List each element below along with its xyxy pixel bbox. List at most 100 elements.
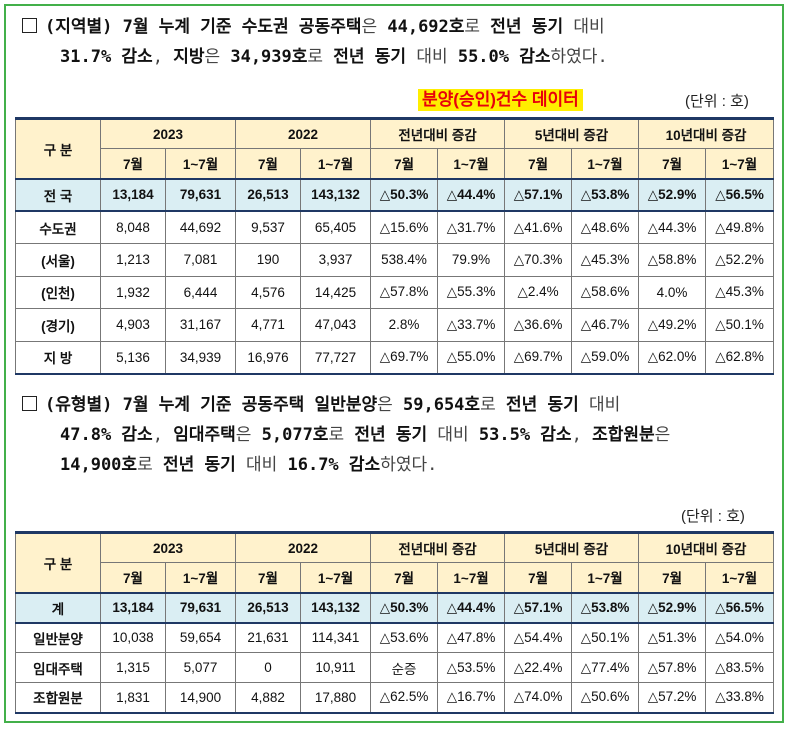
table-cell: △62.5%	[370, 682, 439, 713]
header-2023: 2023	[99, 532, 237, 563]
table-cell: △56.5%	[705, 591, 775, 624]
table-cell: 13,184	[100, 591, 166, 624]
table-cell: △57.2%	[638, 682, 707, 713]
text-segment: 대비	[573, 17, 605, 37]
table-cell: 31,167	[164, 308, 237, 342]
table-cell: △48.6%	[571, 210, 640, 244]
sub-header: 7월	[638, 562, 707, 593]
header-5y: 5년대비 증감	[504, 532, 640, 563]
table-cell: 10,911	[300, 652, 372, 683]
table-cell: △49.8%	[705, 210, 775, 244]
text-segment: 대비	[245, 455, 288, 475]
table-cell: 538.4%	[370, 243, 439, 277]
table-cell: 14,900	[164, 682, 237, 713]
table-cell: △54.0%	[705, 622, 775, 653]
table-cell: 2.8%	[370, 308, 439, 342]
text-segment: 은	[377, 395, 403, 415]
table-cell: 65,405	[300, 210, 372, 244]
unit-label: (단위 : 호)	[685, 93, 749, 110]
section2-line1-text: (유형별) 7월 누계 기준 공동주택 일반분양은 59,654호로 전년 동기…	[45, 395, 620, 415]
table-cell: 8,048	[100, 210, 166, 244]
sub-header: 7월	[370, 148, 439, 179]
table-cell: 79,631	[164, 591, 237, 624]
sub-header: 7월	[100, 148, 166, 179]
table-cell: △45.3%	[705, 275, 775, 309]
checkbox-bullet-icon	[22, 18, 37, 33]
text-segment: 34,939호	[230, 47, 308, 67]
text-segment: 로	[328, 425, 355, 445]
sub-header: 7월	[504, 562, 573, 593]
sub-header: 1~7월	[437, 148, 506, 179]
table-cell: 143,132	[300, 591, 372, 624]
table-row: (서울) 1,213 7,081 190 3,937 538.4% 79.9% △70.3% △…	[15, 243, 775, 277]
text-segment: 14,900호	[60, 455, 138, 475]
table-cell: △41.6%	[504, 210, 573, 244]
table-cell: △53.8%	[571, 591, 640, 624]
table-cell: △51.3%	[638, 622, 707, 653]
sub-header: 1~7월	[705, 562, 775, 593]
section2-line1: (유형별) 7월 누계 기준 공동주택 일반분양은 59,654호로 전년 동기…	[22, 390, 772, 420]
table-row: 임대주택 1,315 5,077 0 10,911 순증 △53.5% △22.4% △77.4…	[15, 652, 775, 683]
sub-header: 7월	[100, 562, 166, 593]
section1-line1-text: (지역별) 7월 누계 기준 수도권 공동주택은 44,692호로 전년 동기 …	[45, 17, 605, 37]
text-segment: 은	[204, 47, 231, 67]
header-10y: 10년대비 증감	[638, 532, 775, 563]
table-cell: △77.4%	[571, 652, 640, 683]
text-segment: 조합원분	[592, 425, 655, 445]
text-segment: 전년 동기	[333, 47, 417, 67]
header-5y: 5년대비 증감	[504, 118, 640, 149]
text-segment: 하였다.	[380, 455, 438, 475]
row-label: 일반분양	[15, 622, 101, 653]
text-segment: ,	[152, 425, 174, 445]
table-cell: △57.8%	[638, 652, 707, 683]
text-segment: 31.7% 감소	[60, 47, 153, 67]
row-label: 계	[15, 591, 101, 624]
header-row-2: 7월 1~7월 7월 1~7월 7월 1~7월 7월 1~7월 7월 1~7월	[16, 148, 775, 179]
table-cell: 4,882	[235, 682, 302, 713]
sub-header: 7월	[638, 148, 707, 179]
row-label: (서울)	[15, 243, 101, 277]
table-cell: △54.4%	[504, 622, 573, 653]
header-category: 구 분	[15, 118, 101, 179]
text-segment: 전년 동기	[354, 425, 438, 445]
section2-line3: 14,900호로 전년 동기 대비 16.7% 감소하였다.	[22, 450, 772, 480]
total-row: 전 국 13,184 79,631 26,513 143,132 △50.3% △44.4%…	[15, 177, 775, 212]
table-cell: △2.4%	[504, 275, 573, 309]
text-segment: 로	[464, 17, 491, 37]
text-segment: 은	[235, 425, 262, 445]
table-cell: 47,043	[300, 308, 372, 342]
table-cell: △83.5%	[705, 652, 775, 683]
table-cell: △44.4%	[437, 591, 506, 624]
table-cell: 1,213	[100, 243, 166, 277]
row-label: 수도권	[15, 210, 101, 244]
text-segment: 전년 동기	[162, 455, 246, 475]
table-cell: 77,727	[300, 340, 372, 374]
table-cell: 44,692	[164, 210, 237, 244]
header-category: 구 분	[15, 532, 101, 593]
text-segment: 임대주택	[173, 425, 236, 445]
header-yoy: 전년대비 증감	[370, 532, 506, 563]
sub-header: 1~7월	[164, 562, 237, 593]
table-cell: 5,136	[100, 340, 166, 374]
sub-header: 1~7월	[437, 562, 506, 593]
table-row: 일반분양 10,038 59,654 21,631 114,341 △53.6% △47.8…	[15, 622, 775, 653]
table-cell: △33.8%	[705, 682, 775, 713]
table-cell: 4,903	[100, 308, 166, 342]
table-cell: 26,513	[235, 591, 302, 624]
table-cell: △53.8%	[571, 177, 640, 212]
table-cell: 79.9%	[437, 243, 506, 277]
section1-line1: (지역별) 7월 누계 기준 수도권 공동주택은 44,692호로 전년 동기 …	[22, 12, 772, 42]
table-cell: △58.8%	[638, 243, 707, 277]
highlight-title: 분양(승인)건수 데이터	[418, 89, 583, 111]
text-segment: 5,077호	[261, 425, 329, 445]
table-cell: △57.1%	[504, 591, 573, 624]
text-segment: 전년 동기	[490, 17, 574, 37]
text-segment: 대비	[416, 47, 458, 67]
text-segment: 지방	[173, 47, 205, 67]
table-cell: △57.1%	[504, 177, 573, 212]
table-cell: △44.4%	[437, 177, 506, 212]
table-cell: 14,425	[300, 275, 372, 309]
header-yoy: 전년대비 증감	[370, 118, 506, 149]
text-segment: 은	[654, 425, 671, 445]
table-cell: △53.5%	[437, 652, 506, 683]
